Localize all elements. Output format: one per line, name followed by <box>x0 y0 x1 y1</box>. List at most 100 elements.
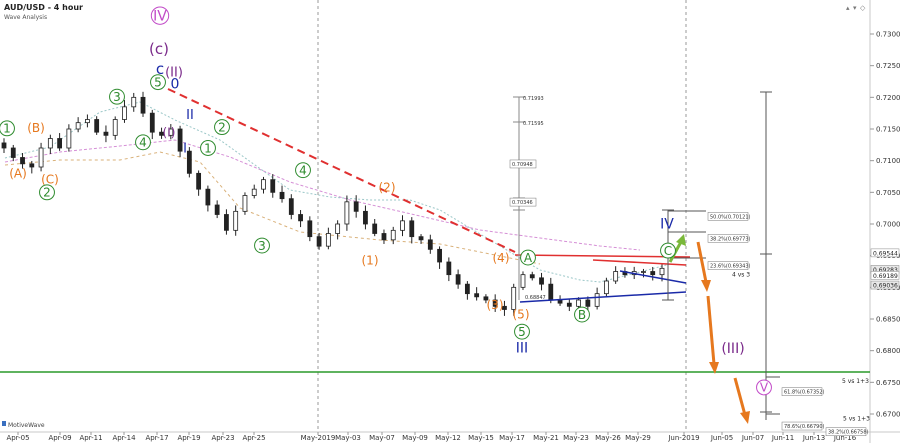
candle-body <box>353 201 359 212</box>
price-tag-label: 0.69544 <box>873 250 898 257</box>
candle-body <box>492 299 498 307</box>
wave-label-circle <box>295 162 311 179</box>
candle-body <box>659 267 665 276</box>
fib-label: 38.2%(0.66758) <box>828 430 869 436</box>
price-tag-label: 0.69283 <box>873 267 898 274</box>
price-tag <box>870 280 900 290</box>
price-tag-label: 0.69189 <box>873 273 898 280</box>
wave-label-circle <box>109 88 125 105</box>
candle-body <box>205 188 211 206</box>
arrow-head-icon <box>709 362 719 374</box>
candle-body <box>85 119 90 124</box>
wave-label: (2) <box>379 181 396 195</box>
wave-label: IV <box>153 9 167 25</box>
candle-body <box>400 220 405 231</box>
candle-body <box>464 283 470 295</box>
candle-body <box>409 220 415 238</box>
measure-label: 0.68847 <box>525 295 546 301</box>
candle-body <box>613 271 619 282</box>
wave-label: 4 <box>299 163 307 177</box>
fib-label-box <box>825 427 867 436</box>
x-tick-label: Apr-11 <box>79 434 102 442</box>
candle-body <box>196 172 202 190</box>
wave-label-circle <box>39 184 55 201</box>
candle-body <box>335 223 341 234</box>
candle-body <box>103 131 109 136</box>
candle-body <box>418 236 424 241</box>
wave-label-circle <box>520 249 536 266</box>
wave-label: 2 <box>43 186 51 200</box>
x-tick-label: Apr-09 <box>48 434 71 442</box>
wave-label-circle <box>254 237 270 254</box>
projection-arrow-green <box>668 239 684 263</box>
candle-body <box>112 119 118 136</box>
measure-label-box <box>509 159 537 169</box>
x-tick-label: Apr-25 <box>242 434 265 442</box>
candle-body <box>363 210 368 225</box>
candle-body <box>279 191 285 200</box>
wave-label: (B) <box>27 121 45 135</box>
wave-label: B <box>578 308 586 322</box>
settings-icon[interactable]: ◇ <box>860 4 866 12</box>
measure-label: 0.71993 <box>523 96 544 102</box>
arrow-down-icon[interactable]: ▾ <box>853 4 857 12</box>
fib-label: 78.6%(0.66790) <box>784 424 825 430</box>
triangle-lower-line <box>519 291 687 303</box>
x-tick-label: May-29 <box>625 434 651 442</box>
arrow-up-icon[interactable]: ▴ <box>846 4 850 12</box>
wave-label: (C) <box>41 172 59 186</box>
x-tick-label: May-03 <box>335 434 361 442</box>
annotation-label: 5 vs 1+3 <box>843 415 870 422</box>
x-tick-label: Jun-13 <box>802 434 825 442</box>
fib-label-box <box>781 387 823 396</box>
wave-label: II <box>186 108 194 123</box>
candle-body <box>566 302 572 307</box>
x-tick-label: May-26 <box>595 434 621 442</box>
wave-label: C <box>664 244 672 258</box>
projection-arrows <box>668 234 750 424</box>
moving-average-purple <box>4 139 641 251</box>
symbol-title: AUD/USD - 4 hour <box>4 3 83 12</box>
candle-body <box>390 229 396 241</box>
fib-label-box <box>707 234 749 243</box>
x-tick-label: May-07 <box>369 434 395 442</box>
chart-subtitle: Wave Analysis <box>4 14 47 21</box>
wave-label: (III) <box>721 341 744 357</box>
fib-label-box <box>781 421 823 431</box>
wave-label: 2 <box>218 120 226 134</box>
candle-body <box>548 283 554 301</box>
x-tick-label: Apr-05 <box>6 434 29 442</box>
x-tick-label: May-2019 <box>301 434 336 442</box>
wave-label: (4) <box>493 251 510 265</box>
measure-label: 0.70346 <box>512 200 533 206</box>
price-tag <box>870 248 900 258</box>
wave-label: 3 <box>113 90 121 104</box>
candle-body <box>270 179 276 193</box>
x-tick-label: Apr-17 <box>145 434 168 442</box>
candle-body <box>539 277 544 285</box>
wave-label: 4 <box>139 136 147 150</box>
x-tick-label: Jun-07 <box>741 434 764 442</box>
wave-label: A <box>524 251 533 265</box>
candle-body <box>344 201 350 225</box>
candle-body <box>186 150 192 174</box>
candlestick-series <box>1 91 665 316</box>
candle-body <box>585 299 591 307</box>
toolbar: ▴ ▾ ◇ <box>846 4 866 12</box>
measure-labels: 0.71993 0.71595 0.70346 0.70948 0.68847 <box>509 96 546 301</box>
candle-body <box>251 188 257 196</box>
candle-body <box>511 286 517 310</box>
fib-label-box <box>707 212 749 221</box>
annotation-label: 5 vs 1+3 <box>842 378 869 385</box>
price-tag-label: 0.69036 <box>873 283 898 290</box>
projection-arrow-orange-1 <box>696 241 708 283</box>
candle-body <box>576 299 581 307</box>
candle-body <box>298 214 303 222</box>
candle-body <box>437 248 442 263</box>
